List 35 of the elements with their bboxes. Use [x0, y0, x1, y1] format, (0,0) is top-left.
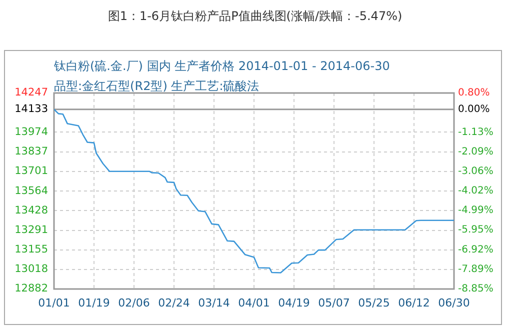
y2-tick-label: -5.95%: [458, 224, 494, 236]
x-tick-label: 02/24: [158, 296, 190, 310]
y-tick-label: 13291: [14, 224, 48, 236]
y-tick-label: 13155: [14, 244, 48, 256]
y2-tick-label: -7.89%: [458, 264, 494, 276]
y-tick-label: 12882: [14, 282, 48, 295]
y2-tick-label: 0.00%: [458, 104, 490, 115]
y-tick-label: 14133: [14, 103, 48, 116]
y-tick-label: 13701: [14, 165, 48, 178]
y2-tick-label: -8.85%: [458, 284, 494, 295]
y2-tick-label: -4.02%: [458, 185, 494, 196]
y-tick-label: 13018: [14, 263, 48, 276]
y-tick-label: 13974: [14, 126, 48, 138]
x-tick-label: 02/06: [118, 296, 150, 310]
x-tick-label: 03/14: [198, 296, 230, 310]
x-tick-label: 06/30: [438, 296, 470, 310]
y2-tick-label: -6.92%: [458, 244, 494, 256]
y-tick-label: 13564: [14, 184, 48, 197]
y-tick-label: 14247: [14, 86, 48, 99]
x-tick-label: 05/25: [358, 296, 390, 310]
y2-tick-label: -1.13%: [458, 126, 494, 138]
x-tick-label: 01/01: [38, 296, 70, 310]
y2-tick-label: -4.99%: [458, 205, 494, 216]
y2-tick-label: -3.06%: [458, 166, 494, 177]
y2-tick-label: -2.09%: [458, 146, 494, 158]
x-tick-label: 04/19: [278, 296, 310, 310]
y-tick-label: 13837: [14, 146, 48, 158]
x-tick-label: 05/07: [318, 296, 350, 310]
x-tick-label: 06/12: [398, 296, 430, 310]
x-tick-label: 01/19: [78, 296, 110, 310]
chart-title: 图1：1-6月钛白粉产品P值曲线图(涨幅/跌幅：-5.47%): [106, 8, 404, 25]
chart-subtitle: 钛白粉(硫.金.厂) 国内 生产者价格 2014-01-01 - 2014-06-30 品型:金红石型(R2型) 生产工艺:硫酸法: [54, 58, 390, 95]
y-tick-label: 13428: [14, 204, 48, 216]
x-tick-label: 04/01: [238, 296, 270, 310]
y2-tick-label: 0.80%: [458, 88, 490, 99]
